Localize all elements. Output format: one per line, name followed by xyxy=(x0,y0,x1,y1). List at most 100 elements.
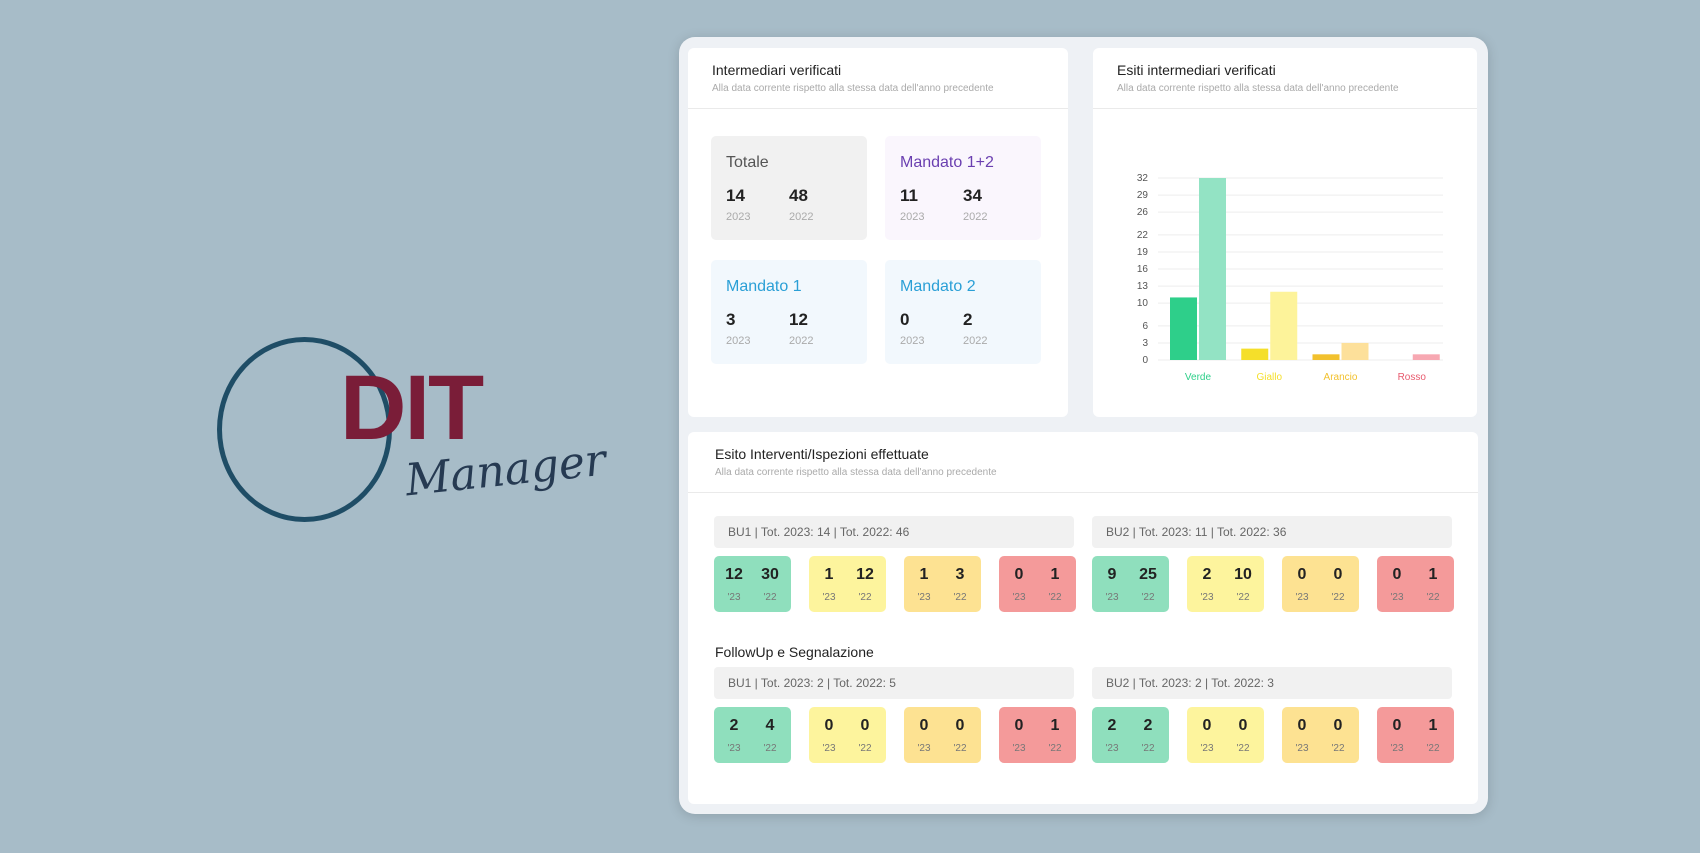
interventi-bu1-tile-green[interactable]: 12 30 '23 '22 xyxy=(714,556,791,612)
value-2023: 0 xyxy=(1297,717,1307,734)
value-2023: 0 xyxy=(1014,566,1024,583)
interventi-bu2-tile-red[interactable]: 0 1 '23 '22 xyxy=(1377,556,1454,612)
dit-manager-logo: DIT Manager xyxy=(200,330,608,530)
year-2023: 2023 xyxy=(900,211,925,223)
year-2022: 2022 xyxy=(789,211,814,223)
esiti-card: Esiti intermediari verificati Alla data … xyxy=(1093,48,1477,417)
year-22: '22 xyxy=(1331,592,1345,603)
followup-title: FollowUp e Segnalazione xyxy=(715,644,874,660)
esiti-bar-chart: 0 3 6 10 13 16 19 22 26 29 32 Verde Giallo Arancio Ros… xyxy=(1137,173,1443,383)
value-2022: 34 xyxy=(963,186,982,205)
interventi-bu2-tile-yellow[interactable]: 2 10 '23 '22 xyxy=(1187,556,1264,612)
value-2022: 2 xyxy=(963,310,973,329)
interventi-bu1-tile-red[interactable]: 0 1 '23 '22 xyxy=(999,556,1076,612)
box-mandato-1[interactable]: Mandato 1 3 12 2023 2022 xyxy=(711,260,867,364)
year-22: '22 xyxy=(1236,743,1250,754)
value-2023: 0 xyxy=(1392,566,1402,583)
year-22: '22 xyxy=(1236,592,1250,603)
value-2022: 1 xyxy=(1050,566,1060,583)
box-label: Mandato 2 xyxy=(900,278,976,295)
year-2023: 2023 xyxy=(900,335,925,347)
box-totale[interactable]: Totale 14 48 2023 2022 xyxy=(711,136,867,240)
interventi-bu1-tile-orange[interactable]: 1 3 '23 '22 xyxy=(904,556,981,612)
value-2023: 11 xyxy=(900,186,918,205)
value-2022: 1 xyxy=(1428,566,1438,583)
y-tick-label: 22 xyxy=(1137,230,1149,241)
year-23: '23 xyxy=(727,592,741,603)
year-23: '23 xyxy=(1012,592,1026,603)
year-22: '22 xyxy=(763,592,777,603)
year-23: '23 xyxy=(1390,592,1404,603)
x-category-label: Verde xyxy=(1185,372,1212,383)
y-tick-label: 0 xyxy=(1142,355,1148,366)
value-2023: 2 xyxy=(729,717,739,734)
followup-bu2-tile-orange[interactable]: 0 0 '23 '22 xyxy=(1282,707,1359,763)
interventi-card-header: Esito Interventi/Ispezioni effettuate Al… xyxy=(688,432,1478,493)
interventi-bu2-header: BU2 | Tot. 2023: 11 | Tot. 2022: 36 xyxy=(1092,516,1452,548)
year-22: '22 xyxy=(1141,592,1155,603)
dashboard-window: Intermediari verificati Alla data corren… xyxy=(679,37,1488,814)
logo-ring xyxy=(217,337,392,522)
value-2023: 0 xyxy=(1202,717,1212,734)
esiti-card-header: Esiti intermediari verificati Alla data … xyxy=(1093,48,1477,109)
year-22: '22 xyxy=(858,592,872,603)
value-2022: 1 xyxy=(1428,717,1438,734)
followup-bu1-tile-yellow[interactable]: 0 0 '23 '22 xyxy=(809,707,886,763)
value-2023: 0 xyxy=(919,717,929,734)
interventi-bu1-header: BU1 | Tot. 2023: 14 | Tot. 2022: 46 xyxy=(714,516,1074,548)
year-22: '22 xyxy=(763,743,777,754)
value-2022: 3 xyxy=(955,566,965,583)
year-23: '23 xyxy=(1105,592,1119,603)
year-22: '22 xyxy=(953,743,967,754)
followup-bu1-tile-green[interactable]: 2 4 '23 '22 xyxy=(714,707,791,763)
followup-bu1-tile-orange[interactable]: 0 0 '23 '22 xyxy=(904,707,981,763)
followup-bu1-tile-red[interactable]: 0 1 '23 '22 xyxy=(999,707,1076,763)
value-2022: 0 xyxy=(860,717,870,734)
value-2023: 2 xyxy=(1202,566,1212,583)
interventi-bu1-tile-yellow[interactable]: 1 12 '23 '22 xyxy=(809,556,886,612)
year-23: '23 xyxy=(822,592,836,603)
interventi-bu2-tile-green[interactable]: 9 25 '23 '22 xyxy=(1092,556,1169,612)
bar-verde-1 xyxy=(1199,178,1226,360)
value-2022: 25 xyxy=(1139,566,1157,583)
year-22: '22 xyxy=(1426,592,1440,603)
year-23: '23 xyxy=(1105,743,1119,754)
y-tick-label: 13 xyxy=(1137,281,1149,292)
year-22: '22 xyxy=(1426,743,1440,754)
value-2022: 0 xyxy=(1238,717,1248,734)
year-22: '22 xyxy=(1331,743,1345,754)
year-2023: 2023 xyxy=(726,335,751,347)
y-tick-label: 10 xyxy=(1137,298,1149,309)
box-mandato-2[interactable]: Mandato 2 0 2 2023 2022 xyxy=(885,260,1041,364)
year-23: '23 xyxy=(822,743,836,754)
interventi-title: Esito Interventi/Ispezioni effettuate xyxy=(715,446,929,462)
box-label: Mandato 1+2 xyxy=(900,154,994,171)
followup-bu2-tile-yellow[interactable]: 0 0 '23 '22 xyxy=(1187,707,1264,763)
value-2022: 4 xyxy=(765,717,775,734)
interventi-bu2-tile-orange[interactable]: 0 0 '23 '22 xyxy=(1282,556,1359,612)
year-2022: 2022 xyxy=(789,335,814,347)
year-23: '23 xyxy=(917,592,931,603)
year-22: '22 xyxy=(1141,743,1155,754)
year-23: '23 xyxy=(1200,743,1214,754)
year-23: '23 xyxy=(1295,743,1309,754)
y-tick-label: 3 xyxy=(1142,338,1148,349)
year-22: '22 xyxy=(953,592,967,603)
value-2022: 2 xyxy=(1143,717,1153,734)
value-2022: 1 xyxy=(1050,717,1060,734)
esiti-subtitle: Alla data corrente rispetto alla stessa … xyxy=(1117,83,1399,94)
followup-bu1-header: BU1 | Tot. 2023: 2 | Tot. 2022: 5 xyxy=(714,667,1074,699)
value-2023: 14 xyxy=(726,186,745,205)
value-2023: 1 xyxy=(824,566,834,583)
x-category-label: Giallo xyxy=(1256,372,1282,383)
followup-bu2-tile-red[interactable]: 0 1 '23 '22 xyxy=(1377,707,1454,763)
y-tick-label: 6 xyxy=(1142,321,1148,332)
followup-bu2-header: BU2 | Tot. 2023: 2 | Tot. 2022: 3 xyxy=(1092,667,1452,699)
bar-arancio-0 xyxy=(1312,354,1340,360)
box-mandato-1-2[interactable]: Mandato 1+2 11 34 2023 2022 xyxy=(885,136,1041,240)
y-tick-label: 19 xyxy=(1137,247,1149,258)
followup-bu2-tile-green[interactable]: 2 2 '23 '22 xyxy=(1092,707,1169,763)
interventi-card: Esito Interventi/Ispezioni effettuate Al… xyxy=(688,432,1478,804)
value-2023: 3 xyxy=(726,310,736,329)
value-2022: 0 xyxy=(1333,566,1343,583)
